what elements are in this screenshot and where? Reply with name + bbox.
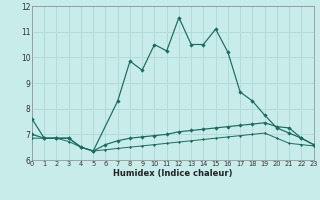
- X-axis label: Humidex (Indice chaleur): Humidex (Indice chaleur): [113, 169, 233, 178]
